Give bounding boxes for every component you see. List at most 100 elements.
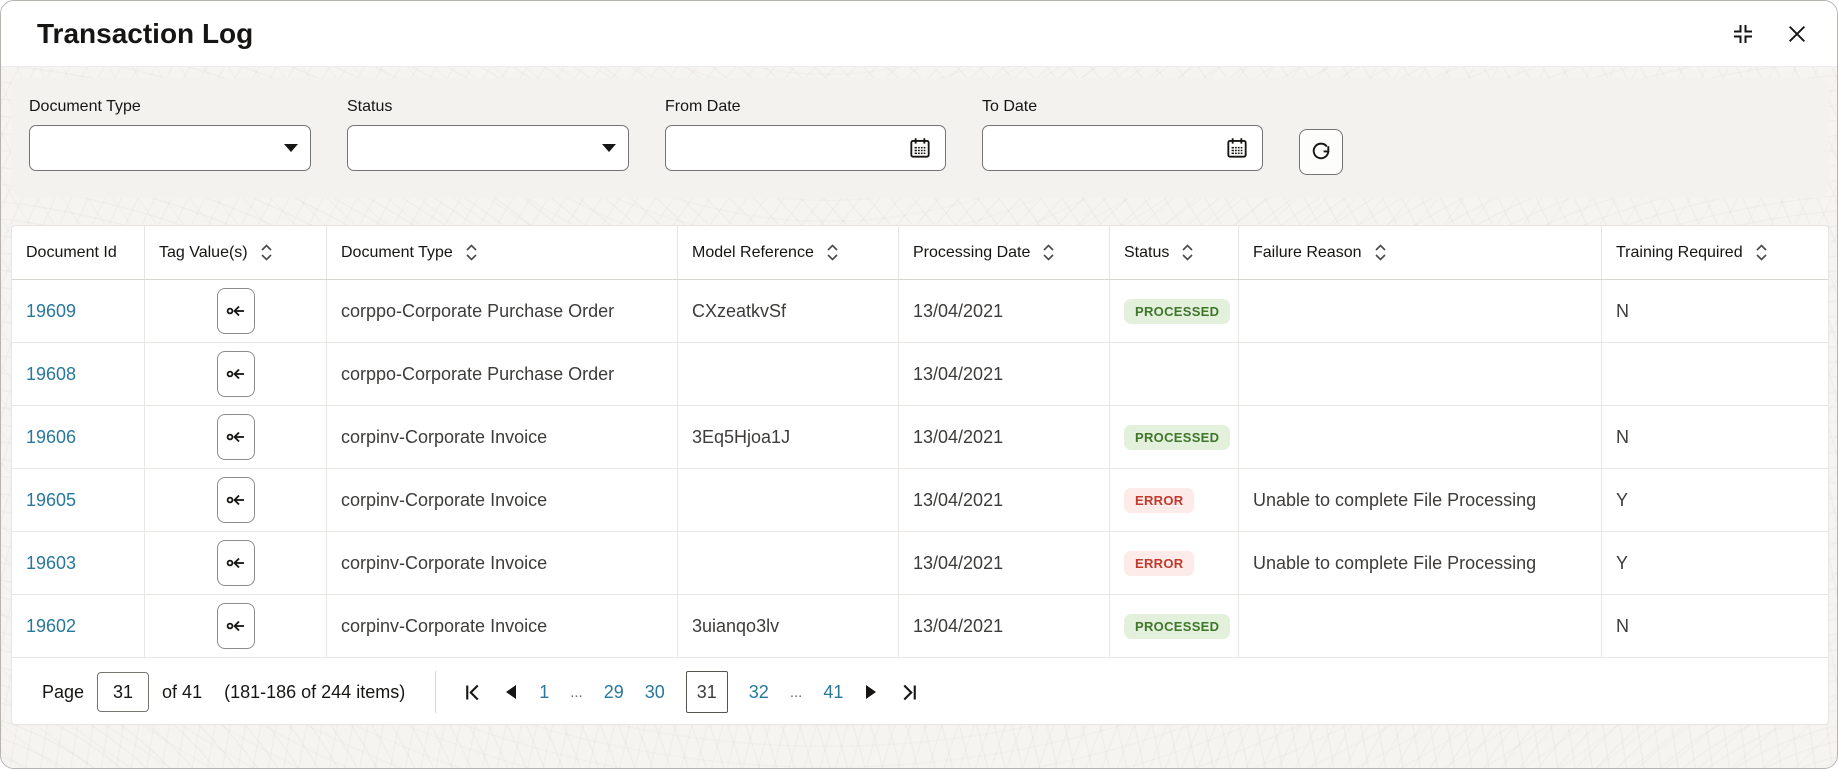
processing-date-cell: 13/04/2021 xyxy=(899,280,1110,342)
model-reference-cell: CXzeatkvSf xyxy=(678,280,899,342)
failure-reason-cell: Unable to complete File Processing xyxy=(1239,532,1602,594)
column-header-failure-reason[interactable]: Failure Reason xyxy=(1239,226,1602,279)
document-type-label: Document Type xyxy=(29,98,141,115)
column-header-training-required[interactable]: Training Required xyxy=(1602,226,1828,279)
sort-icon[interactable] xyxy=(260,243,273,262)
table-row: 19605 corpinv-Corporate Invoice 13/04/2021… xyxy=(12,469,1828,532)
document-id-link[interactable]: 19602 xyxy=(26,615,77,636)
page-link[interactable]: 1 xyxy=(539,681,550,702)
page-link[interactable]: 32 xyxy=(748,681,769,702)
sort-icon[interactable] xyxy=(826,243,839,262)
table-row: 19609 corppo-Corporate Purchase Order CXze… xyxy=(12,280,1828,343)
document-id-link[interactable]: 19608 xyxy=(26,363,77,384)
tag-values-button[interactable] xyxy=(216,414,255,460)
to-date-label: To Date xyxy=(982,98,1038,115)
page-label: Page xyxy=(42,681,85,702)
page-links: 1... 29 30 31 32... 41 xyxy=(539,671,843,713)
page-ellipsis: ... xyxy=(789,683,803,701)
model-reference-cell xyxy=(678,469,899,531)
document-id-link[interactable]: 19605 xyxy=(26,489,77,510)
to-date-field: To Date xyxy=(982,98,1263,171)
sort-icon[interactable] xyxy=(1374,243,1387,262)
sort-icon[interactable] xyxy=(465,243,478,262)
failure-reason-cell: Unable to complete File Processing xyxy=(1239,469,1602,531)
failure-reason-cell xyxy=(1239,595,1602,657)
restore-window-icon[interactable] xyxy=(1731,22,1755,46)
document-id-cell: 19603 xyxy=(12,532,145,594)
tag-link-icon xyxy=(224,425,248,449)
last-page-button[interactable] xyxy=(899,682,920,703)
status-badge: PROCESSED xyxy=(1124,613,1231,639)
column-header-document-type[interactable]: Document Type xyxy=(327,226,678,279)
document-id-cell: 19605 xyxy=(12,469,145,531)
document-id-cell: 19602 xyxy=(12,595,145,657)
from-date-input[interactable] xyxy=(665,125,946,171)
document-type-field: Document Type xyxy=(29,98,311,171)
table-body: 19609 corppo-Corporate Purchase Order CXze… xyxy=(12,280,1828,658)
document-type-cell: corppo-Corporate Purchase Order xyxy=(327,343,678,405)
status-cell: PROCESSED xyxy=(1110,595,1239,657)
failure-reason-cell xyxy=(1239,406,1602,468)
page-ellipsis: ... xyxy=(570,683,583,701)
tag-values-cell xyxy=(145,532,327,594)
tag-values-button[interactable] xyxy=(216,288,255,334)
next-page-button[interactable] xyxy=(864,684,878,700)
chevron-down-icon xyxy=(602,144,616,152)
tag-link-icon xyxy=(224,551,248,575)
tag-values-button[interactable] xyxy=(216,351,255,397)
calendar-icon[interactable] xyxy=(1224,135,1250,161)
tag-values-button[interactable] xyxy=(216,477,255,523)
sort-icon[interactable] xyxy=(1755,243,1768,262)
column-header-model-reference[interactable]: Model Reference xyxy=(678,226,899,279)
calendar-icon[interactable] xyxy=(907,135,933,161)
page-link[interactable]: 29 xyxy=(603,681,624,702)
document-type-cell: corppo-Corporate Purchase Order xyxy=(327,280,678,342)
page-number-input[interactable] xyxy=(97,672,150,712)
training-required-cell: Y xyxy=(1616,489,1629,510)
document-id-cell: 19609 xyxy=(12,280,145,342)
tag-link-icon xyxy=(224,614,248,638)
column-header-processing-date[interactable]: Processing Date xyxy=(899,226,1110,279)
tag-values-cell xyxy=(145,595,327,657)
close-icon[interactable] xyxy=(1785,22,1809,46)
from-date-field: From Date xyxy=(665,98,946,171)
document-id-link[interactable]: 19609 xyxy=(26,300,77,321)
filter-panel: Document Type Status From Date xyxy=(11,78,1829,198)
tag-link-icon xyxy=(224,362,248,386)
processing-date-cell: 13/04/2021 xyxy=(899,469,1110,531)
table-row: 19603 corpinv-Corporate Invoice 13/04/2021… xyxy=(12,532,1828,595)
table-header-row: Document Id Tag Value(s) Document Type M… xyxy=(12,226,1828,280)
status-cell xyxy=(1110,343,1239,405)
status-cell: ERROR xyxy=(1110,469,1239,531)
table-row: 19602 corpinv-Corporate Invoice 3uianqo3lv… xyxy=(12,595,1828,658)
tag-values-cell xyxy=(145,406,327,468)
document-id-link[interactable]: 19606 xyxy=(26,426,77,447)
document-type-select[interactable] xyxy=(29,125,311,171)
refresh-icon xyxy=(1309,140,1333,164)
document-id-link[interactable]: 19603 xyxy=(26,552,77,573)
model-reference-cell: 3Eq5Hjoa1J xyxy=(678,406,899,468)
first-page-button[interactable] xyxy=(462,682,483,703)
page-link[interactable]: 30 xyxy=(644,681,665,702)
status-select[interactable] xyxy=(347,125,629,171)
column-header-document-id: Document Id xyxy=(12,226,145,279)
column-header-tag-values[interactable]: Tag Value(s) xyxy=(145,226,327,279)
model-reference-cell xyxy=(678,532,899,594)
document-type-cell: corpinv-Corporate Invoice xyxy=(327,532,678,594)
table-row: 19606 corpinv-Corporate Invoice 3Eq5Hjoa1J… xyxy=(12,406,1828,469)
status-cell: ERROR xyxy=(1110,532,1239,594)
tag-values-button[interactable] xyxy=(216,603,255,649)
previous-page-button[interactable] xyxy=(504,684,518,700)
status-badge: PROCESSED xyxy=(1124,424,1231,450)
to-date-input[interactable] xyxy=(982,125,1263,171)
processing-date-cell: 13/04/2021 xyxy=(899,532,1110,594)
content-area: Document Type Status From Date xyxy=(1,67,1837,768)
sort-icon[interactable] xyxy=(1042,243,1055,262)
training-required-cell: N xyxy=(1616,426,1629,447)
tag-values-button[interactable] xyxy=(216,540,255,586)
column-header-status[interactable]: Status xyxy=(1110,226,1239,279)
sort-icon[interactable] xyxy=(1181,243,1194,262)
page-link[interactable]: 41 xyxy=(823,681,844,702)
titlebar-actions xyxy=(1731,22,1809,46)
refresh-button[interactable] xyxy=(1299,129,1343,175)
